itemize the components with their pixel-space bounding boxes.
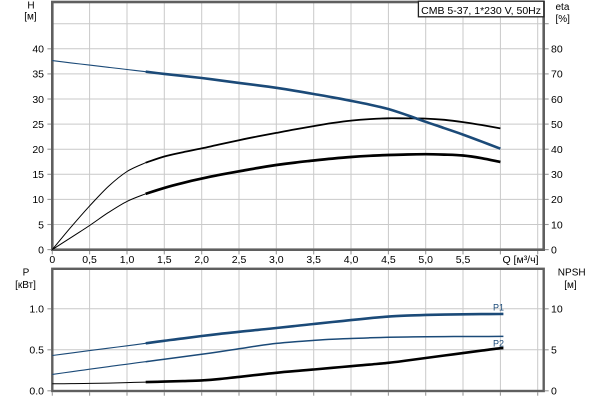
- svg-text:2,5: 2,5: [232, 254, 247, 266]
- svg-text:H: H: [27, 0, 34, 11]
- svg-text:3,5: 3,5: [306, 254, 321, 266]
- svg-text:4,5: 4,5: [381, 254, 396, 266]
- svg-text:20: 20: [551, 194, 563, 206]
- svg-text:5,5: 5,5: [456, 254, 471, 266]
- svg-text:5: 5: [551, 345, 557, 357]
- svg-text:10: 10: [32, 194, 44, 206]
- svg-text:0,5: 0,5: [82, 254, 97, 266]
- svg-text:1,0: 1,0: [120, 254, 135, 266]
- svg-text:1.0: 1.0: [29, 304, 44, 316]
- svg-text:40: 40: [32, 44, 44, 56]
- svg-text:50: 50: [551, 119, 563, 131]
- svg-text:[кВт]: [кВт]: [15, 280, 36, 291]
- svg-text:60: 60: [551, 94, 563, 106]
- svg-text:30: 30: [32, 94, 44, 106]
- svg-text:15: 15: [32, 169, 44, 181]
- svg-text:25: 25: [32, 119, 44, 131]
- svg-text:3,0: 3,0: [269, 254, 284, 266]
- svg-text:5,0: 5,0: [418, 254, 433, 266]
- svg-text:0: 0: [38, 244, 44, 256]
- svg-text:P: P: [23, 267, 30, 278]
- svg-text:eta: eta: [556, 2, 570, 13]
- svg-text:[%]: [%]: [556, 14, 571, 25]
- svg-text:[м]: [м]: [564, 280, 577, 291]
- svg-text:CMB 5-37, 1*230 V, 50Hz: CMB 5-37, 1*230 V, 50Hz: [421, 5, 541, 17]
- svg-text:20: 20: [32, 144, 44, 156]
- svg-text:0: 0: [551, 244, 557, 256]
- svg-text:2,0: 2,0: [194, 254, 209, 266]
- svg-text:P1: P1: [493, 302, 504, 312]
- svg-text:10: 10: [551, 219, 563, 231]
- svg-text:10: 10: [551, 304, 563, 316]
- svg-text:Q [м³/ч]: Q [м³/ч]: [502, 254, 538, 266]
- svg-text:0.5: 0.5: [29, 345, 44, 357]
- svg-text:[м]: [м]: [24, 12, 37, 23]
- svg-text:P2: P2: [493, 339, 504, 349]
- svg-text:4,0: 4,0: [344, 254, 359, 266]
- svg-text:5: 5: [38, 219, 44, 231]
- svg-text:NPSH: NPSH: [558, 268, 586, 279]
- svg-text:70: 70: [551, 69, 563, 81]
- svg-text:35: 35: [32, 69, 44, 81]
- svg-text:0: 0: [49, 254, 55, 266]
- svg-text:80: 80: [551, 44, 563, 56]
- svg-text:30: 30: [551, 169, 563, 181]
- svg-text:1,5: 1,5: [157, 254, 172, 266]
- svg-text:0.0: 0.0: [29, 386, 44, 398]
- svg-text:40: 40: [551, 144, 563, 156]
- svg-text:0: 0: [551, 386, 557, 398]
